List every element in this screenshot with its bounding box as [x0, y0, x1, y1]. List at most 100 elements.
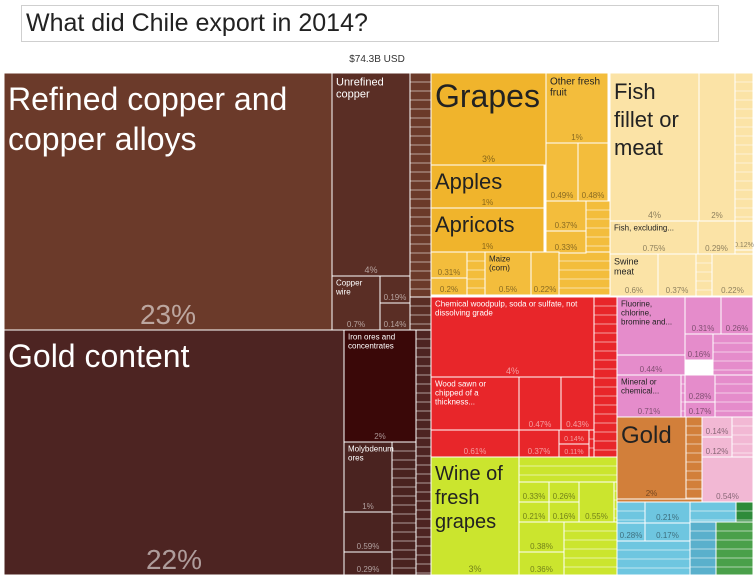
treemap-tile-label: Maize (corn)	[489, 255, 511, 273]
treemap-tile[interactable]: 0.37%	[518, 429, 560, 458]
treemap-tile[interactable]: 0.17%	[684, 401, 716, 418]
treemap-tile[interactable]: 0.11%	[558, 443, 590, 458]
treemap-tile[interactable]: 0.54%	[701, 456, 754, 503]
treemap-tile-label-line: Apples	[435, 169, 502, 194]
treemap-filler-tile	[735, 501, 754, 523]
treemap-tile[interactable]: 0.19%	[379, 275, 411, 304]
treemap-tile[interactable]: 0.48%	[577, 142, 609, 202]
treemap-tile[interactable]: 0.12%	[734, 220, 754, 251]
treemap-tile[interactable]: Chemical woodpulp, soda or sulfate, not d…	[430, 296, 595, 378]
treemap-tile[interactable]: 0.14%	[701, 416, 733, 438]
treemap-tile-share: 0.21%	[523, 512, 546, 521]
treemap-tile-rect	[3, 72, 333, 331]
treemap-tile[interactable]: 0.37%	[657, 253, 697, 297]
treemap-tile[interactable]: 0.14%	[379, 302, 411, 331]
treemap-tile[interactable]: Apricots 1%	[430, 207, 545, 253]
treemap-tile[interactable]: 0.33%	[545, 230, 587, 254]
treemap-tile[interactable]: 0.31%	[684, 296, 722, 335]
treemap-tile[interactable]: Iron ores and concentrates 2%	[343, 329, 417, 443]
treemap-filler-tile	[585, 200, 611, 253]
treemap-tile-label: Wood sawn or chipped of a thickness...	[435, 380, 486, 407]
treemap-tile[interactable]: 0.43%	[560, 376, 595, 431]
treemap-tile-share: 0.26%	[553, 492, 576, 501]
treemap-tile[interactable]: 0.29%	[697, 220, 736, 255]
treemap-tile[interactable]: 0.2%	[430, 277, 468, 296]
treemap-tile-share: 0.59%	[357, 542, 380, 551]
treemap-tile-label-line: Other fresh	[550, 77, 600, 88]
treemap-tile[interactable]: Copper wire 0.7%	[331, 275, 381, 331]
treemap-tile[interactable]: 0.21%	[644, 501, 691, 524]
treemap-tile[interactable]: Gold 2%	[616, 416, 687, 500]
treemap-tile[interactable]: 0.16%	[684, 333, 714, 361]
treemap-tile-label: Wine of fresh grapes	[435, 463, 503, 533]
treemap-tile-label-line: chemical...	[621, 387, 659, 396]
treemap-tile-label-line: concentrates	[348, 342, 394, 351]
treemap-tile[interactable]: Swine meat 0.6%	[609, 253, 659, 297]
treemap-tile[interactable]: Molybdenum ores 1%	[343, 441, 394, 513]
treemap-tile[interactable]: 0.47%	[518, 376, 562, 431]
treemap-tile[interactable]: 0.49%	[545, 142, 579, 202]
treemap-tile[interactable]: 0.33%	[518, 481, 550, 503]
treemap-tile-share: 0.33%	[523, 492, 546, 501]
treemap-tile-share: 0.14%	[706, 427, 729, 436]
treemap-tile[interactable]: Gold content 22%	[3, 329, 345, 576]
treemap-tile[interactable]: 0.59%	[343, 511, 393, 553]
treemap-tile-label-line: meat	[614, 135, 663, 160]
treemap-tile-label-line: fillet or	[614, 107, 679, 132]
treemap-tile[interactable]: Fish, excluding... 0.75%	[609, 220, 699, 255]
treemap-tile-rect	[430, 456, 520, 576]
treemap-tile-share: 0.75%	[643, 244, 666, 253]
treemap-tile-rect	[343, 329, 417, 443]
treemap-filler-tile	[415, 329, 432, 576]
treemap-tile[interactable]: 0.44%	[616, 354, 686, 376]
treemap-tile-label-line: Iron ores and	[348, 333, 395, 342]
treemap-tile[interactable]: Other fresh fruit 1%	[545, 72, 609, 144]
treemap-filler-tile	[731, 416, 754, 458]
treemap-tile-rect	[720, 296, 754, 335]
treemap-tile[interactable]: 2%	[698, 72, 736, 222]
treemap-tile-rect	[711, 253, 754, 297]
treemap-tile-rect	[343, 551, 393, 576]
treemap-tile[interactable]: 0.28%	[684, 374, 716, 403]
treemap-tile-share: 0.38%	[530, 542, 553, 551]
treemap-tile[interactable]: 0.28%	[616, 522, 646, 542]
treemap-tile[interactable]: 0.22%	[711, 253, 754, 297]
treemap-tile-label-line: Unrefined	[336, 77, 384, 89]
treemap-tile-label-line: meat	[614, 267, 635, 277]
treemap-tile[interactable]: 0.16%	[548, 501, 580, 523]
treemap-tile-share: 0.37%	[555, 221, 578, 230]
treemap-tile-label-line: ores	[348, 454, 364, 463]
treemap-tile-label: Fluorine, chlorine, bromine and...	[621, 300, 672, 327]
treemap-tile[interactable]: 0.29%	[343, 551, 393, 576]
treemap-tile-label-line: Apricots	[435, 212, 514, 237]
treemap-tile[interactable]: 0.21%	[518, 501, 550, 523]
treemap-filler-tile	[616, 540, 691, 576]
treemap-tile[interactable]: Fish fillet or meat 4%	[609, 72, 700, 222]
treemap-tile[interactable]: Grapes 3%	[430, 72, 547, 166]
treemap-tile[interactable]: Unrefined copper 4%	[331, 72, 411, 277]
treemap-tile-share: 0.37%	[666, 286, 689, 295]
treemap-tile[interactable]: 0.38%	[518, 521, 565, 553]
treemap-tile[interactable]: 0.36%	[518, 551, 565, 576]
treemap-tile[interactable]: Maize (corn) 0.5%	[484, 251, 532, 296]
treemap-tile[interactable]: 0.22%	[530, 251, 560, 296]
treemap-tile[interactable]: Wine of fresh grapes 3%	[430, 456, 520, 576]
treemap-tile[interactable]: 0.26%	[720, 296, 754, 335]
treemap-tile[interactable]: 0.14%	[558, 429, 590, 445]
treemap-tile-share: 3%	[468, 564, 481, 574]
treemap-tile[interactable]: Apples 1%	[430, 164, 545, 209]
treemap-tile[interactable]: Refined copper and copper alloys 23%	[3, 72, 333, 331]
treemap-tile[interactable]: 0.55%	[578, 481, 615, 523]
treemap-tile-label-line: Fish	[614, 79, 656, 104]
treemap-tile[interactable]: 0.12%	[701, 436, 733, 458]
treemap-tile[interactable]: 0.37%	[545, 200, 587, 232]
treemap-tile[interactable]: 0.31%	[430, 251, 468, 279]
treemap-tile-share: 0.28%	[689, 392, 712, 401]
treemap-tile-share: 0.33%	[555, 243, 578, 252]
treemap-tile[interactable]: Mineral or chemical... 0.71%	[616, 374, 682, 418]
treemap-tile-share: 0.17%	[689, 407, 712, 416]
treemap-tile-share: 1%	[571, 133, 583, 142]
treemap-tile[interactable]: 0.17%	[644, 522, 691, 542]
treemap-tile[interactable]: 0.26%	[548, 481, 580, 503]
treemap-tile[interactable]: 0.61%	[430, 429, 520, 458]
